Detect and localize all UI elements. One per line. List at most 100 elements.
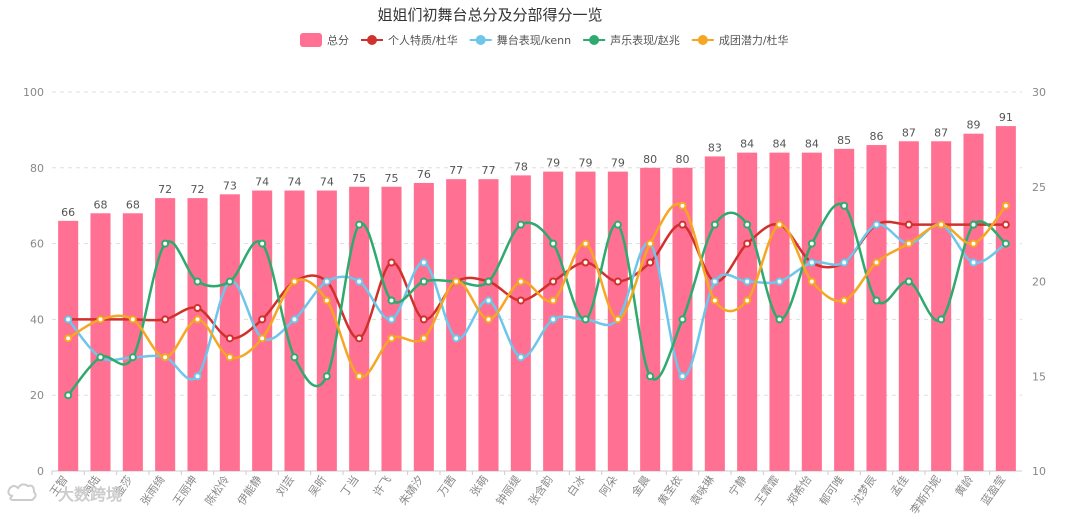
legend-item[interactable]: 个人特质/杜华 — [361, 33, 458, 47]
bar[interactable] — [90, 213, 111, 471]
bar[interactable] — [737, 152, 758, 471]
bar[interactable] — [866, 145, 887, 471]
bar[interactable] — [801, 152, 822, 471]
bar[interactable] — [122, 213, 143, 471]
series-point[interactable] — [387, 315, 396, 324]
series-point[interactable] — [64, 391, 73, 400]
series-point[interactable] — [64, 315, 73, 324]
bar[interactable] — [413, 182, 434, 471]
series-point[interactable] — [904, 239, 913, 248]
series-point[interactable] — [419, 334, 428, 343]
bar[interactable] — [834, 148, 855, 471]
series-point[interactable] — [969, 220, 978, 229]
legend-item[interactable]: 成团潜力/杜华 — [691, 33, 789, 47]
series-point[interactable] — [646, 372, 655, 381]
series-point[interactable] — [484, 277, 493, 286]
series-point[interactable] — [355, 220, 364, 229]
series-point[interactable] — [161, 353, 170, 362]
series-point[interactable] — [840, 258, 849, 267]
series-point[interactable] — [678, 315, 687, 324]
series-point[interactable] — [1001, 239, 1010, 248]
series-point[interactable] — [258, 315, 267, 324]
series-point[interactable] — [581, 258, 590, 267]
series-point[interactable] — [549, 296, 558, 305]
bar[interactable] — [963, 133, 984, 471]
bar[interactable] — [381, 186, 402, 471]
series-point[interactable] — [128, 315, 137, 324]
series-point[interactable] — [484, 296, 493, 305]
series-point[interactable] — [193, 315, 202, 324]
series-point[interactable] — [387, 334, 396, 343]
series-point[interactable] — [743, 239, 752, 248]
line-series[interactable] — [64, 201, 1010, 400]
series-point[interactable] — [258, 334, 267, 343]
series-point[interactable] — [549, 277, 558, 286]
series-point[interactable] — [840, 201, 849, 210]
legend-item[interactable]: 舞台表现/kenn — [469, 33, 571, 47]
series-point[interactable] — [64, 334, 73, 343]
series-point[interactable] — [290, 277, 299, 286]
series-point[interactable] — [516, 277, 525, 286]
series-point[interactable] — [516, 296, 525, 305]
series-point[interactable] — [613, 220, 622, 229]
series-point[interactable] — [516, 220, 525, 229]
bar[interactable] — [704, 156, 725, 471]
bar[interactable] — [349, 186, 370, 471]
series-point[interactable] — [290, 315, 299, 324]
series-point[interactable] — [872, 220, 881, 229]
series-point[interactable] — [646, 258, 655, 267]
series-point[interactable] — [807, 277, 816, 286]
legend-item[interactable]: 声乐表现/赵兆 — [583, 33, 680, 47]
series-point[interactable] — [581, 239, 590, 248]
series-point[interactable] — [484, 315, 493, 324]
series-point[interactable] — [355, 334, 364, 343]
bar[interactable] — [58, 220, 79, 471]
series-point[interactable] — [678, 372, 687, 381]
bar[interactable] — [219, 194, 240, 471]
series-point[interactable] — [225, 277, 234, 286]
series-point[interactable] — [549, 315, 558, 324]
series-point[interactable] — [1001, 201, 1010, 210]
series-point[interactable] — [807, 239, 816, 248]
series-point[interactable] — [969, 258, 978, 267]
series-point[interactable] — [387, 296, 396, 305]
series-point[interactable] — [549, 239, 558, 248]
series-point[interactable] — [937, 220, 946, 229]
legend[interactable]: 总分 个人特质/杜华 舞台表现/kenn 声乐表现/赵兆 成团潜力/杜华 — [300, 33, 789, 47]
series-point[interactable] — [581, 315, 590, 324]
series-point[interactable] — [710, 220, 719, 229]
series-point[interactable] — [193, 372, 202, 381]
series-point[interactable] — [840, 296, 849, 305]
series-point[interactable] — [419, 258, 428, 267]
series-point[interactable] — [96, 353, 105, 362]
series-point[interactable] — [225, 334, 234, 343]
series-point[interactable] — [969, 239, 978, 248]
series-point[interactable] — [452, 334, 461, 343]
series-point[interactable] — [937, 315, 946, 324]
series-point[interactable] — [904, 277, 913, 286]
series-point[interactable] — [387, 258, 396, 267]
series-point[interactable] — [678, 220, 687, 229]
series-point[interactable] — [904, 220, 913, 229]
series-point[interactable] — [193, 304, 202, 313]
series-point[interactable] — [161, 315, 170, 324]
series-point[interactable] — [516, 353, 525, 362]
series-point[interactable] — [258, 239, 267, 248]
series-point[interactable] — [743, 296, 752, 305]
line-series[interactable] — [64, 201, 1010, 381]
series-point[interactable] — [775, 220, 784, 229]
series-point[interactable] — [775, 315, 784, 324]
series-point[interactable] — [355, 277, 364, 286]
series-point[interactable] — [807, 258, 816, 267]
series-point[interactable] — [613, 277, 622, 286]
bar[interactable] — [155, 198, 176, 471]
legend-item[interactable]: 总分 — [300, 33, 349, 47]
bar[interactable] — [995, 126, 1016, 472]
series-point[interactable] — [872, 296, 881, 305]
bar[interactable] — [446, 179, 467, 472]
series-point[interactable] — [613, 315, 622, 324]
series-point[interactable] — [322, 277, 331, 286]
bar[interactable] — [640, 167, 661, 472]
series-point[interactable] — [678, 201, 687, 210]
series-point[interactable] — [128, 353, 137, 362]
